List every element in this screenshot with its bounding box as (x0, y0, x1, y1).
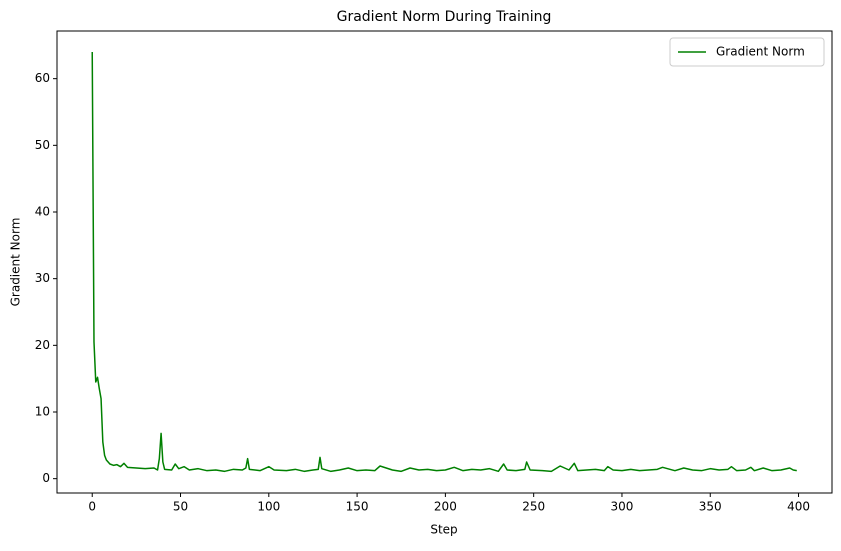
y-tick-label: 0 (42, 471, 50, 485)
y-tick-label: 40 (35, 205, 50, 219)
x-tick-label: 200 (434, 500, 457, 514)
x-tick-label: 400 (787, 500, 810, 514)
y-tick-label: 30 (35, 271, 50, 285)
legend-box (669, 37, 825, 67)
x-tick-label: 150 (346, 500, 369, 514)
data-line (91, 51, 797, 473)
y-tick-label: 50 (35, 138, 50, 152)
x-tick-label: 250 (522, 500, 545, 514)
y-tick-label: 10 (35, 405, 50, 419)
plot-frame (56, 30, 833, 494)
x-tick-label: 100 (257, 500, 280, 514)
x-tick-label: 350 (699, 500, 722, 514)
legend-label: Gradient Norm (716, 45, 805, 59)
chart-title: Gradient Norm During Training (337, 9, 552, 25)
x-axis-label: Step (430, 523, 457, 537)
x-tick-label: 300 (611, 500, 634, 514)
y-tick-label: 60 (35, 71, 50, 85)
x-tick-label: 0 (88, 500, 96, 514)
y-axis-label: Gradient Norm (9, 218, 23, 307)
y-tick-label: 20 (35, 338, 50, 352)
x-tick-label: 50 (173, 500, 188, 514)
